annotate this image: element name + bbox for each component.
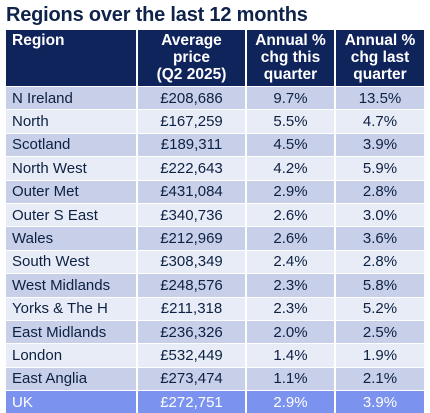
chg-this-cell: 1.1% [246, 366, 336, 391]
region-cell: South West [6, 249, 138, 274]
regions-table: Region Average price (Q2 2025) Annual % … [6, 30, 424, 413]
chg-last-cell: 5.8% [335, 273, 424, 298]
price-cell: £431,084 [137, 179, 247, 204]
chg-this-cell: 2.0% [246, 319, 336, 344]
header-region: Region [6, 30, 138, 87]
price-cell: £248,576 [137, 273, 247, 298]
chg-this-cell: 2.3% [246, 273, 336, 298]
price-cell: £222,643 [137, 156, 247, 181]
region-cell: West Midlands [6, 273, 138, 298]
price-cell: £211,318 [137, 296, 247, 321]
chg-this-cell: 2.6% [246, 226, 336, 251]
header-line: Annual % [255, 32, 326, 49]
chg-this-cell: 2.4% [246, 249, 336, 274]
table-row: West Midlands £248,576 2.3% 5.8% [6, 273, 424, 298]
table-row: Yorks & The H £211,318 2.3% 5.2% [6, 296, 424, 321]
price-cell: £272,751 [137, 390, 247, 413]
price-cell: £340,736 [137, 202, 247, 227]
chg-this-cell: 2.9% [246, 390, 336, 413]
chg-last-cell: 3.9% [335, 132, 424, 157]
chg-this-cell: 4.2% [246, 156, 336, 181]
table-row: Wales £212,969 2.6% 3.6% [6, 226, 424, 251]
region-cell: UK [6, 390, 138, 413]
total-row: UK £272,751 2.9% 3.9% [6, 390, 424, 413]
header-region-label: Region [12, 32, 65, 49]
chg-this-cell: 4.5% [246, 132, 336, 157]
chg-last-cell: 2.1% [335, 366, 424, 391]
region-cell: Outer Met [6, 179, 138, 204]
price-cell: £212,969 [137, 226, 247, 251]
header-chg-last-quarter: Annual % chg last quarter [335, 30, 424, 87]
chg-last-cell: 13.5% [335, 85, 424, 110]
chg-last-cell: 3.9% [335, 390, 424, 413]
table-row: East Anglia £273,474 1.1% 2.1% [6, 366, 424, 391]
table-row: North £167,259 5.5% 4.7% [6, 109, 424, 134]
table-row: Outer Met £431,084 2.9% 2.8% [6, 179, 424, 204]
header-line: (Q2 2025) [156, 66, 227, 83]
price-cell: £236,326 [137, 319, 247, 344]
chg-last-cell: 5.9% [335, 156, 424, 181]
table-row: Outer S East £340,736 2.6% 3.0% [6, 202, 424, 227]
table-row: East Midlands £236,326 2.0% 2.5% [6, 319, 424, 344]
region-cell: Outer S East [6, 202, 138, 227]
header-chg-this-quarter: Annual % chg this quarter [246, 30, 336, 87]
chg-this-cell: 2.3% [246, 296, 336, 321]
table-row: Scotland £189,311 4.5% 3.9% [6, 132, 424, 157]
table-row: London £532,449 1.4% 1.9% [6, 343, 424, 368]
chg-this-cell: 9.7% [246, 85, 336, 110]
header-line: price [172, 49, 211, 66]
region-cell: East Midlands [6, 319, 138, 344]
region-cell: East Anglia [6, 366, 138, 391]
header-line: Average [161, 32, 222, 49]
chg-last-cell: 2.8% [335, 249, 424, 274]
header-row: Region Average price (Q2 2025) Annual % … [6, 30, 424, 87]
region-cell: Scotland [6, 132, 138, 157]
chg-this-cell: 1.4% [246, 343, 336, 368]
price-cell: £189,311 [137, 132, 247, 157]
header-line: chg this [260, 49, 321, 66]
region-cell: North [6, 109, 138, 134]
chg-last-cell: 3.0% [335, 202, 424, 227]
price-cell: £532,449 [137, 343, 247, 368]
table-row: North West £222,643 4.2% 5.9% [6, 156, 424, 181]
header-line: chg last [350, 49, 410, 66]
region-cell: Yorks & The H [6, 296, 138, 321]
table-row: South West £308,349 2.4% 2.8% [6, 249, 424, 274]
price-cell: £308,349 [137, 249, 247, 274]
region-cell: N Ireland [6, 85, 138, 110]
price-cell: £273,474 [137, 366, 247, 391]
region-cell: London [6, 343, 138, 368]
region-cell: North West [6, 156, 138, 181]
page-title: Regions over the last 12 months [6, 4, 308, 26]
header-average-price: Average price (Q2 2025) [137, 30, 247, 87]
chg-last-cell: 5.2% [335, 296, 424, 321]
table-row: N Ireland £208,686 9.7% 13.5% [6, 85, 424, 110]
chg-last-cell: 1.9% [335, 343, 424, 368]
chg-last-cell: 2.8% [335, 179, 424, 204]
chg-this-cell: 5.5% [246, 109, 336, 134]
chg-last-cell: 3.6% [335, 226, 424, 251]
header-line: Annual % [344, 32, 416, 49]
chg-this-cell: 2.9% [246, 179, 336, 204]
price-cell: £208,686 [137, 85, 247, 110]
chg-last-cell: 2.5% [335, 319, 424, 344]
header-line: quarter [263, 66, 318, 83]
region-cell: Wales [6, 226, 138, 251]
chg-last-cell: 4.7% [335, 109, 424, 134]
price-cell: £167,259 [137, 109, 247, 134]
header-line: quarter [353, 66, 407, 83]
chg-this-cell: 2.6% [246, 202, 336, 227]
